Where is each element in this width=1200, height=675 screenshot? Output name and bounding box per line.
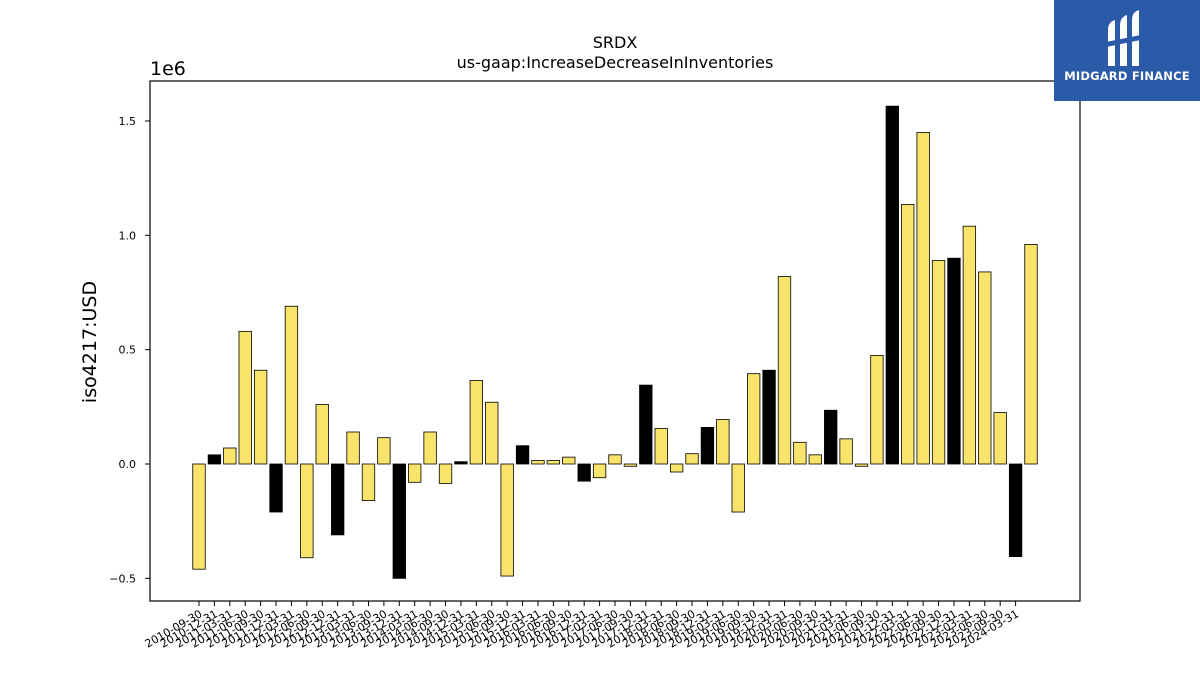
bar [408, 463, 422, 483]
bar [315, 404, 329, 465]
bar [962, 225, 977, 465]
bar [361, 463, 376, 501]
bar [1008, 463, 1023, 558]
bar [808, 454, 822, 465]
bar [731, 463, 745, 513]
bar [577, 463, 591, 482]
bar [253, 369, 268, 465]
chart-subtitle: us-gaap:IncreaseDecreaseInInventories [457, 53, 774, 72]
y-tick-label: 0.5 [119, 344, 137, 357]
bar [901, 204, 915, 465]
midgard-finance-logo: MIDGARD FINANCE [1054, 0, 1200, 101]
y-tick-label: −0.5 [109, 572, 136, 585]
bar [885, 105, 899, 465]
bar [546, 460, 561, 465]
bar [207, 454, 222, 465]
bar [515, 445, 530, 465]
bars-group [192, 105, 1038, 579]
bar [824, 409, 838, 465]
bar [793, 441, 807, 465]
bar [592, 463, 607, 479]
y-axis-label: iso4217:USD [79, 281, 101, 403]
bar [685, 453, 699, 465]
bar [423, 431, 437, 465]
y-tick-label: 0.0 [119, 458, 137, 471]
bar [438, 463, 453, 484]
bar [916, 132, 930, 465]
logo-mark-icon [1106, 10, 1146, 66]
bar [562, 456, 576, 465]
y-tick-label: 1.5 [119, 115, 137, 128]
bar [654, 428, 668, 465]
logo-text: MIDGARD FINANCE [1064, 69, 1190, 83]
bar [639, 384, 653, 465]
y-axis-ticks: −0.5 0.0 0.5 1.0 1.5 [109, 115, 150, 585]
bar [839, 438, 853, 465]
plot-frame [149, 80, 1081, 602]
bar [238, 330, 252, 465]
bar [870, 354, 884, 465]
chart-title: SRDX [593, 33, 638, 52]
bar [454, 461, 468, 465]
bar [269, 463, 283, 513]
bar [469, 380, 483, 465]
y-scale-label: 1e6 [150, 58, 186, 80]
bar [669, 463, 684, 473]
bar [931, 260, 946, 465]
bar [993, 412, 1007, 465]
bar [346, 431, 360, 465]
y-tick-label: 1.0 [119, 229, 137, 242]
bar [978, 271, 992, 465]
bar [777, 276, 792, 465]
x-axis-ticks: 2010-09-302010-12-312011-03-312011-06-30… [143, 601, 1021, 651]
bar [854, 463, 869, 467]
bar [485, 401, 499, 465]
bar [762, 369, 776, 465]
bar [377, 437, 391, 465]
bar [392, 463, 406, 579]
bar [1024, 244, 1038, 465]
bar [716, 419, 730, 465]
bar [531, 460, 545, 465]
bar [192, 463, 206, 570]
bar [300, 463, 314, 559]
bar [700, 427, 715, 465]
bar [608, 454, 622, 465]
bar [500, 463, 514, 577]
bar [623, 463, 638, 467]
bar [947, 257, 961, 465]
bar [331, 463, 345, 536]
bar [223, 447, 237, 465]
bar [747, 373, 761, 465]
bar [284, 305, 299, 465]
